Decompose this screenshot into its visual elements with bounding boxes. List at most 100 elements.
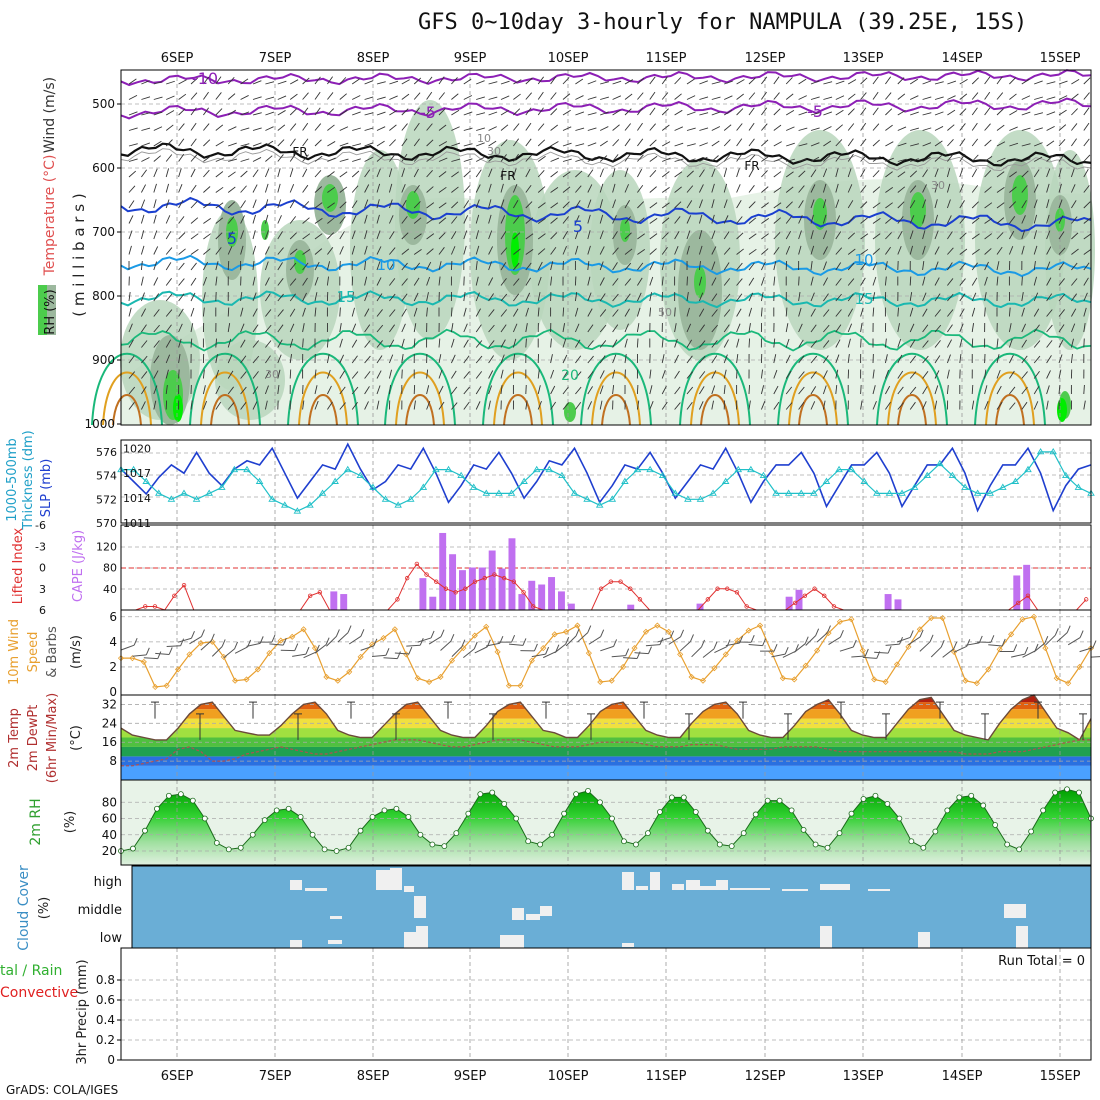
wind-barb bbox=[240, 386, 247, 395]
wind-barb bbox=[847, 308, 854, 317]
wind-barb bbox=[178, 278, 185, 286]
wind-barb bbox=[785, 402, 793, 410]
wind-barb bbox=[872, 276, 877, 286]
wind-barb bbox=[525, 277, 532, 286]
wind-barb bbox=[897, 370, 904, 379]
wind-barb bbox=[450, 246, 456, 255]
wind-barb bbox=[190, 107, 197, 116]
wind-barb bbox=[128, 185, 136, 193]
wind-barb bbox=[364, 245, 368, 255]
wind-barb bbox=[773, 108, 781, 116]
rh-marker bbox=[321, 846, 328, 853]
wind-barb bbox=[525, 122, 532, 131]
wind-barb bbox=[922, 127, 932, 131]
wind-barb bbox=[1083, 248, 1092, 255]
wind-barb bbox=[500, 139, 508, 147]
wind-barb bbox=[389, 231, 395, 240]
wind-speed-marker bbox=[973, 680, 980, 687]
wind-barb bbox=[302, 138, 309, 147]
rh-marker bbox=[597, 799, 603, 806]
wind-barb bbox=[475, 245, 480, 255]
wind-barb bbox=[389, 109, 398, 116]
wind-barb-flag bbox=[315, 644, 320, 653]
wind-speed-marker bbox=[1008, 631, 1015, 638]
wind-barb bbox=[1033, 340, 1041, 348]
precip-tick-label: 0.2 bbox=[96, 1033, 115, 1047]
wind-barb bbox=[537, 217, 546, 224]
wind-barb bbox=[736, 262, 743, 271]
wind-speed-marker bbox=[745, 627, 752, 634]
wind-barb bbox=[500, 183, 504, 193]
wind-barb bbox=[376, 261, 381, 271]
wind-barb bbox=[252, 157, 262, 162]
wind-barb bbox=[513, 79, 522, 85]
wind-barb bbox=[264, 168, 270, 178]
wind-barb bbox=[376, 293, 383, 302]
wind-barb-flag bbox=[839, 629, 844, 638]
wind-barb bbox=[438, 276, 441, 286]
wind-barb bbox=[823, 96, 833, 100]
wind-barb bbox=[525, 292, 531, 302]
wind-barb bbox=[438, 401, 445, 410]
wind-barb bbox=[934, 309, 941, 317]
thickness-marker bbox=[1036, 447, 1045, 455]
wind-barb bbox=[562, 246, 567, 255]
wind-barb bbox=[376, 81, 386, 85]
wind-barb bbox=[500, 354, 505, 364]
wind-barb bbox=[190, 400, 193, 410]
wind-barb bbox=[574, 323, 580, 333]
wind-barb bbox=[934, 230, 939, 240]
wind-barb bbox=[711, 277, 717, 286]
rh-series bbox=[120, 788, 1092, 852]
wind-barb bbox=[996, 157, 1006, 162]
wind-barb bbox=[277, 95, 287, 100]
thickness-marker bbox=[293, 507, 302, 514]
wind-barb-flag bbox=[1024, 646, 1029, 655]
lifted-index-marker bbox=[511, 579, 517, 584]
wind-barb bbox=[971, 323, 975, 333]
wind-speed-marker bbox=[186, 651, 193, 658]
wind-barb bbox=[438, 108, 446, 116]
wind-barb bbox=[624, 338, 628, 348]
wind-barb bbox=[847, 138, 854, 147]
wind-barb bbox=[1070, 338, 1074, 348]
wind-barb bbox=[1033, 245, 1038, 255]
wind-barb bbox=[946, 354, 951, 364]
wind-barb bbox=[649, 307, 652, 317]
wind-barb bbox=[450, 307, 453, 317]
wind-barb bbox=[1021, 386, 1028, 395]
wind-barb bbox=[599, 199, 603, 209]
thickness-marker bbox=[406, 495, 415, 502]
wind-barb bbox=[165, 124, 174, 131]
wind-barb bbox=[190, 138, 197, 147]
wind-speed-marker bbox=[1019, 616, 1026, 623]
wind-barb bbox=[785, 338, 790, 348]
wind-barb bbox=[847, 184, 853, 193]
cape-tick-label: 40 bbox=[103, 583, 117, 596]
wind-barb-10m bbox=[211, 646, 223, 657]
profile-frame bbox=[120, 69, 1092, 426]
wind-barb bbox=[698, 261, 701, 271]
wind-barb bbox=[389, 262, 395, 271]
thickness-marker bbox=[255, 477, 264, 484]
wind-barb bbox=[798, 185, 805, 193]
wind-barb bbox=[537, 123, 545, 131]
rh-marker bbox=[1076, 789, 1082, 796]
cloud-block bbox=[376, 870, 390, 890]
wind-barb bbox=[624, 232, 632, 240]
wind-barb bbox=[426, 276, 431, 286]
ylabel-precip: 3hr Precip (mm) bbox=[75, 959, 90, 1064]
wind-barb bbox=[488, 111, 498, 116]
wind-barb bbox=[599, 246, 605, 255]
wind-barb bbox=[153, 246, 159, 255]
wind-barb bbox=[215, 171, 224, 178]
thickness-marker bbox=[873, 489, 881, 496]
wind-barb-flag bbox=[522, 638, 527, 646]
wind-barb bbox=[1009, 93, 1017, 100]
wind-barb-10m bbox=[463, 648, 475, 659]
wind-barb bbox=[947, 247, 954, 255]
rh-marker bbox=[932, 828, 939, 835]
wind-barb bbox=[575, 185, 582, 193]
dewpoint-series bbox=[121, 739, 1091, 767]
cape-tick-label: 120 bbox=[96, 540, 117, 553]
